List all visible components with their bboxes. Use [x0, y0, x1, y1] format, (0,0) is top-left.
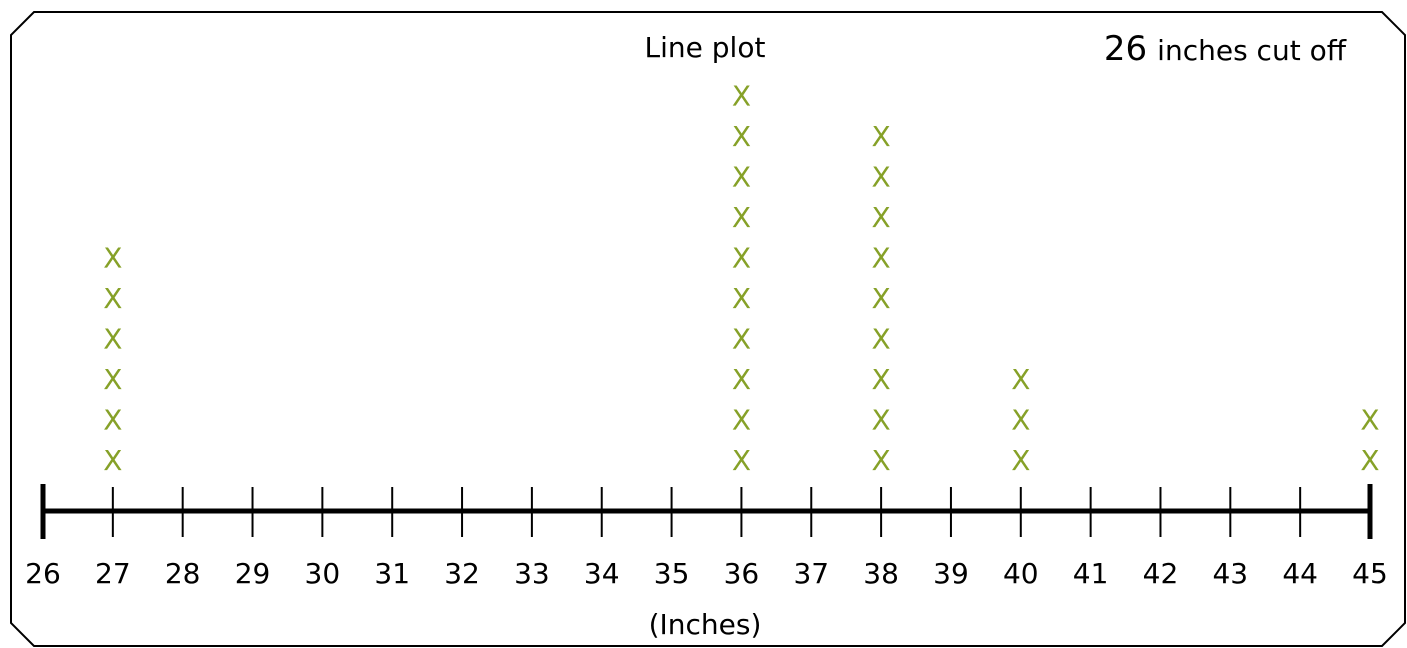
chart-frame — [10, 11, 1406, 647]
tick-label: 39 — [933, 557, 969, 590]
tick-label: 44 — [1282, 557, 1318, 590]
x-mark: X — [103, 363, 122, 396]
x-mark: X — [872, 120, 891, 153]
tick-label: 43 — [1212, 557, 1248, 590]
x-mark: X — [732, 161, 751, 194]
x-mark: X — [732, 120, 751, 153]
x-mark: X — [1011, 404, 1030, 437]
x-mark: X — [103, 404, 122, 437]
tick-label: 45 — [1352, 557, 1388, 590]
tick-label: 30 — [305, 557, 341, 590]
chart-title: Line plot — [645, 31, 766, 64]
cutoff-text: inches cut off — [1157, 34, 1347, 67]
tick-label: 36 — [724, 557, 760, 590]
tick-label: 41 — [1073, 557, 1109, 590]
x-mark: X — [732, 201, 751, 234]
tick-label: 27 — [95, 557, 131, 590]
tick-label: 37 — [793, 557, 829, 590]
x-mark: X — [1360, 404, 1379, 437]
x-mark: X — [732, 323, 751, 356]
tick-label: 42 — [1143, 557, 1179, 590]
x-mark: X — [103, 444, 122, 477]
x-mark: X — [103, 242, 122, 275]
x-mark: X — [872, 404, 891, 437]
tick-label: 40 — [1003, 557, 1039, 590]
x-axis-label: (Inches) — [649, 608, 762, 641]
tick-label: 29 — [235, 557, 271, 590]
tick-label: 28 — [165, 557, 201, 590]
x-mark: X — [103, 282, 122, 315]
x-mark: X — [732, 404, 751, 437]
tick-label: 33 — [514, 557, 550, 590]
x-mark: X — [872, 282, 891, 315]
x-mark: X — [732, 363, 751, 396]
tick-label: 35 — [654, 557, 690, 590]
x-mark: X — [872, 323, 891, 356]
x-mark: X — [103, 323, 122, 356]
x-mark: X — [872, 201, 891, 234]
x-mark: X — [872, 161, 891, 194]
x-mark: X — [732, 80, 751, 113]
x-mark: X — [872, 242, 891, 275]
x-mark: X — [872, 444, 891, 477]
tick-label: 32 — [444, 557, 480, 590]
tick-label: 26 — [25, 557, 61, 590]
tick-label: 31 — [374, 557, 410, 590]
cutoff-annotation: 26 inches cut off — [1104, 29, 1347, 69]
x-mark: X — [872, 363, 891, 396]
x-mark: X — [732, 282, 751, 315]
tick-label: 34 — [584, 557, 620, 590]
x-mark: X — [1011, 363, 1030, 396]
number-line-axis: 26 27 28 29 30 31 32 33 34 35 36 37 38 39 40 41 42 43 44 45 — [25, 484, 1388, 590]
x-mark: X — [1360, 444, 1379, 477]
x-mark: X — [732, 242, 751, 275]
x-mark: X — [1011, 444, 1030, 477]
x-mark: X — [732, 444, 751, 477]
tick-label: 38 — [863, 557, 899, 590]
cutoff-value: 26 — [1104, 29, 1147, 69]
